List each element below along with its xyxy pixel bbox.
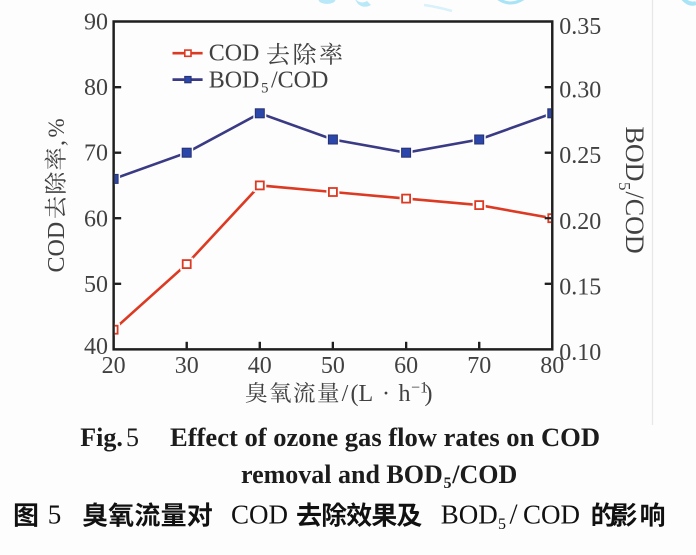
svg-text:30: 30 <box>175 353 199 379</box>
svg-text:70: 70 <box>467 353 491 379</box>
svg-text:5: 5 <box>126 423 139 452</box>
svg-text:0.30: 0.30 <box>559 78 601 104</box>
svg-text:%: % <box>44 118 69 137</box>
svg-text:COD: COD <box>523 500 580 530</box>
svg-text:20: 20 <box>102 353 126 379</box>
svg-text:h: h <box>399 381 411 407</box>
svg-text:60: 60 <box>394 353 418 379</box>
svg-text:5: 5 <box>444 475 452 492</box>
svg-text:Effect of ozone gas flow rates: Effect of ozone gas flow rates on COD <box>170 423 600 452</box>
svg-text:0.25: 0.25 <box>559 143 601 169</box>
svg-text:50: 50 <box>321 353 345 379</box>
svg-text:60: 60 <box>84 206 108 232</box>
svg-text:5: 5 <box>498 516 506 533</box>
svg-text:50: 50 <box>84 272 108 298</box>
svg-text:COD: COD <box>209 41 260 67</box>
svg-text:,: , <box>44 140 70 146</box>
svg-text:Fig.: Fig. <box>80 423 123 452</box>
svg-text:/: / <box>510 499 519 531</box>
svg-text:BOD: BOD <box>209 67 260 93</box>
svg-text:0.10: 0.10 <box>559 340 601 366</box>
svg-text:80: 80 <box>540 353 564 379</box>
svg-text:): ) <box>425 381 433 407</box>
svg-text:80: 80 <box>84 75 108 101</box>
svg-text:70: 70 <box>84 141 108 167</box>
svg-text:5: 5 <box>48 500 62 530</box>
svg-text:40: 40 <box>84 334 108 360</box>
svg-text:(L: (L <box>351 381 374 407</box>
svg-text:0.20: 0.20 <box>559 209 601 235</box>
svg-text:−1: −1 <box>411 380 428 397</box>
svg-text:0.15: 0.15 <box>559 274 601 300</box>
svg-text:0.35: 0.35 <box>559 14 601 40</box>
svg-text:/COD: /COD <box>271 67 328 93</box>
svg-text:5: 5 <box>261 81 269 97</box>
svg-text:COD: COD <box>231 500 288 530</box>
svg-text:COD: COD <box>44 222 70 273</box>
svg-text:40: 40 <box>248 353 272 379</box>
svg-text:/COD: /COD <box>451 460 517 489</box>
svg-text:/: / <box>342 381 349 407</box>
svg-text:90: 90 <box>84 10 108 36</box>
svg-text:removal and BOD: removal and BOD <box>241 460 443 489</box>
svg-text:/COD: /COD <box>620 192 649 254</box>
svg-text:BOD: BOD <box>441 500 498 530</box>
svg-text:·: · <box>382 381 390 407</box>
svg-text:5: 5 <box>615 182 634 191</box>
svg-text:BOD: BOD <box>620 127 649 182</box>
